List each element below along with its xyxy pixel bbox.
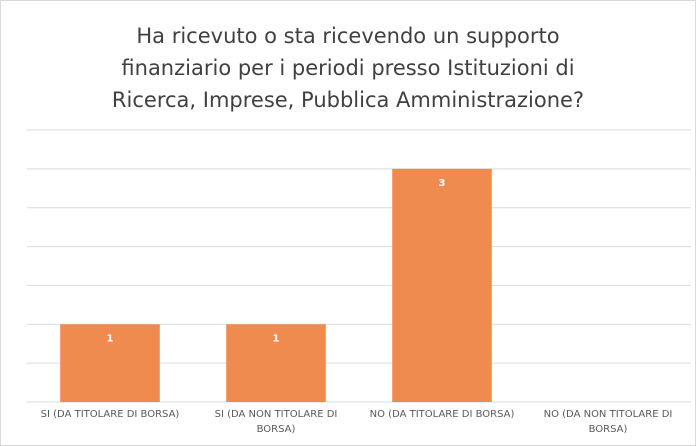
x-tick-label: SI (DA NON TITOLARE DI BORSA) (214, 409, 338, 435)
chart-title: finanziario per i periodi presso Istituz… (121, 56, 574, 80)
data-label: 1 (273, 333, 280, 344)
chart-title: Ha ricevuto o sta ricevendo un supporto (136, 24, 559, 48)
bar (60, 324, 160, 402)
data-label: 1 (107, 333, 114, 344)
x-tick-label: NO (DA NON TITOLARE DI BORSA) (543, 409, 673, 435)
data-label: 3 (439, 178, 446, 189)
x-tick-label: NO (DA TITOLARE DI BORSA) (369, 409, 515, 420)
x-tick-label: SI (DA TITOLARE DI BORSA) (40, 409, 180, 420)
bar (392, 168, 492, 402)
chart-title: Ricerca, Imprese, Pubblica Amministrazio… (112, 88, 584, 112)
bar (226, 324, 326, 402)
